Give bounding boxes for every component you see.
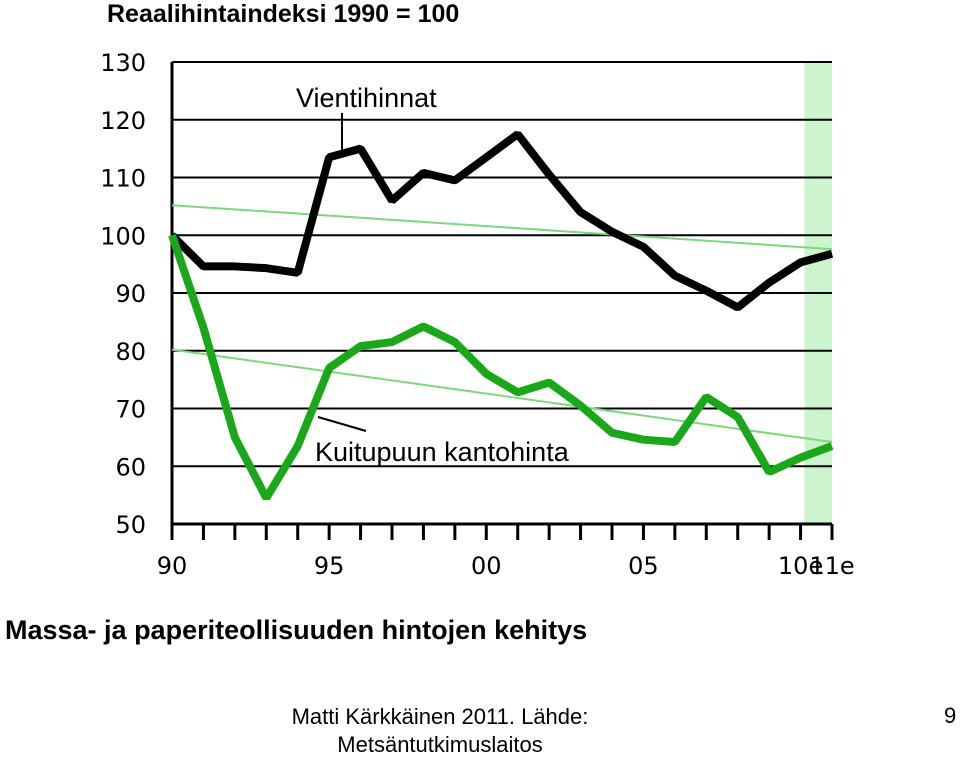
vientihinnat-line	[169, 130, 834, 311]
y-tick-label-60: 60	[115, 453, 146, 481]
source-credit: Matti Kärkkäinen 2011. Lähde: Metsäntutk…	[291, 704, 589, 757]
y-tick-label-100: 100	[100, 222, 146, 250]
series-labels: Vientihinnat Kuitupuun kantohinta	[296, 83, 570, 467]
y-tick-labels: 50 60 70 80 90 100 110 120 130	[100, 49, 146, 539]
x-tick-label-90: 90	[157, 552, 188, 580]
y-tick-label-80: 80	[115, 338, 146, 366]
slide-subtitle: Massa- ja paperiteollisuuden hintojen ke…	[5, 615, 588, 645]
x-tick-label-05: 05	[628, 552, 659, 580]
kantohinta-leader-line	[317, 416, 367, 432]
kantohinta-label: Kuitupuun kantohinta	[315, 437, 570, 467]
y-tick-label-130: 130	[100, 49, 146, 77]
y-tick-label-120: 120	[100, 107, 146, 135]
x-tick-label-10e: 10e	[778, 552, 823, 580]
vientihinnat-label: Vientihinnat	[296, 83, 437, 113]
page-number: 9	[944, 703, 957, 728]
trend-line-2	[171, 348, 833, 443]
kantohinta-line	[168, 233, 834, 501]
trend-line-1	[171, 204, 833, 251]
axes	[170, 62, 834, 540]
x-tick-label-11e: 11e	[809, 552, 854, 580]
y-tick-label-70: 70	[115, 396, 146, 424]
y-tick-label-110: 110	[100, 165, 146, 193]
y-tick-label-90: 90	[115, 280, 146, 308]
x-tick-label-00: 00	[471, 552, 502, 580]
x-tick-label-95: 95	[314, 552, 345, 580]
y-tick-label-50: 50	[115, 511, 146, 539]
grid-lines	[172, 61, 832, 468]
trend-lines	[171, 204, 833, 443]
chart-title: Reaalihintaindeksi 1990 = 100	[107, 0, 460, 28]
series-lines	[168, 130, 834, 501]
